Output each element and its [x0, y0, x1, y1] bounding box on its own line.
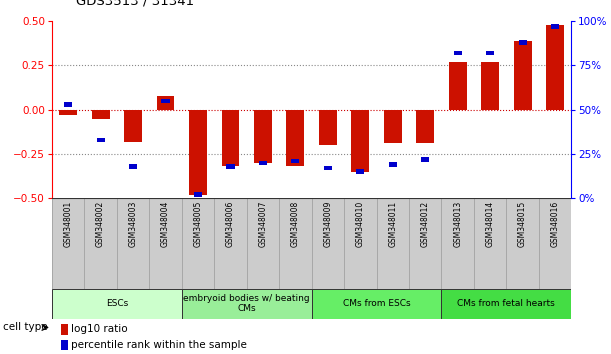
Bar [254, 110, 272, 163]
Text: CMs from fetal hearts: CMs from fetal hearts [458, 299, 555, 308]
Bar [194, 193, 202, 197]
Text: GSM348010: GSM348010 [356, 201, 365, 247]
Text: ESCs: ESCs [106, 299, 128, 308]
Bar [551, 24, 559, 29]
Bar [384, 110, 401, 143]
Bar [486, 51, 494, 55]
Bar [287, 110, 304, 166]
Bar [291, 159, 299, 163]
Text: GSM348009: GSM348009 [323, 201, 332, 247]
Bar [356, 170, 364, 174]
Text: GSM348002: GSM348002 [96, 201, 105, 247]
Text: GSM348008: GSM348008 [291, 201, 300, 247]
Bar [319, 110, 337, 145]
Bar [222, 110, 240, 166]
Bar [416, 110, 434, 143]
Text: GSM348006: GSM348006 [226, 201, 235, 247]
Bar [189, 110, 207, 195]
Bar [161, 99, 170, 103]
Bar [312, 289, 442, 319]
Text: embryoid bodies w/ beating
CMs: embryoid bodies w/ beating CMs [183, 294, 310, 313]
Bar [514, 41, 532, 110]
Bar [64, 102, 72, 107]
Text: GDS3513 / 31341: GDS3513 / 31341 [76, 0, 194, 7]
Bar [259, 161, 267, 165]
Bar [59, 110, 77, 115]
Bar [389, 162, 397, 167]
Text: GSM348005: GSM348005 [194, 201, 202, 247]
Bar [129, 164, 137, 169]
Bar [421, 157, 430, 161]
Text: cell type: cell type [3, 322, 48, 332]
Bar [97, 138, 104, 142]
Text: GSM348001: GSM348001 [64, 201, 73, 247]
Bar [227, 164, 235, 169]
Bar [546, 25, 564, 110]
Text: GSM348003: GSM348003 [128, 201, 137, 247]
Bar [61, 340, 68, 350]
Text: CMs from ESCs: CMs from ESCs [343, 299, 411, 308]
Text: GSM348012: GSM348012 [421, 201, 430, 247]
Text: GSM348016: GSM348016 [551, 201, 560, 247]
Text: GSM348011: GSM348011 [388, 201, 397, 247]
Text: log10 ratio: log10 ratio [71, 324, 128, 334]
Text: GSM348004: GSM348004 [161, 201, 170, 247]
Text: GSM348015: GSM348015 [518, 201, 527, 247]
Bar [442, 289, 571, 319]
Bar [52, 289, 182, 319]
Bar [351, 110, 369, 172]
Bar [481, 62, 499, 110]
Text: percentile rank within the sample: percentile rank within the sample [71, 340, 247, 350]
Bar [124, 110, 142, 142]
Bar [61, 324, 68, 335]
Text: GSM348007: GSM348007 [258, 201, 268, 247]
Bar [182, 289, 312, 319]
Text: GSM348014: GSM348014 [486, 201, 495, 247]
Bar [92, 110, 109, 119]
Bar [519, 40, 527, 45]
Text: GSM348013: GSM348013 [453, 201, 462, 247]
Bar [156, 96, 175, 110]
Bar [324, 166, 332, 170]
Bar [448, 62, 467, 110]
Bar [453, 51, 462, 55]
